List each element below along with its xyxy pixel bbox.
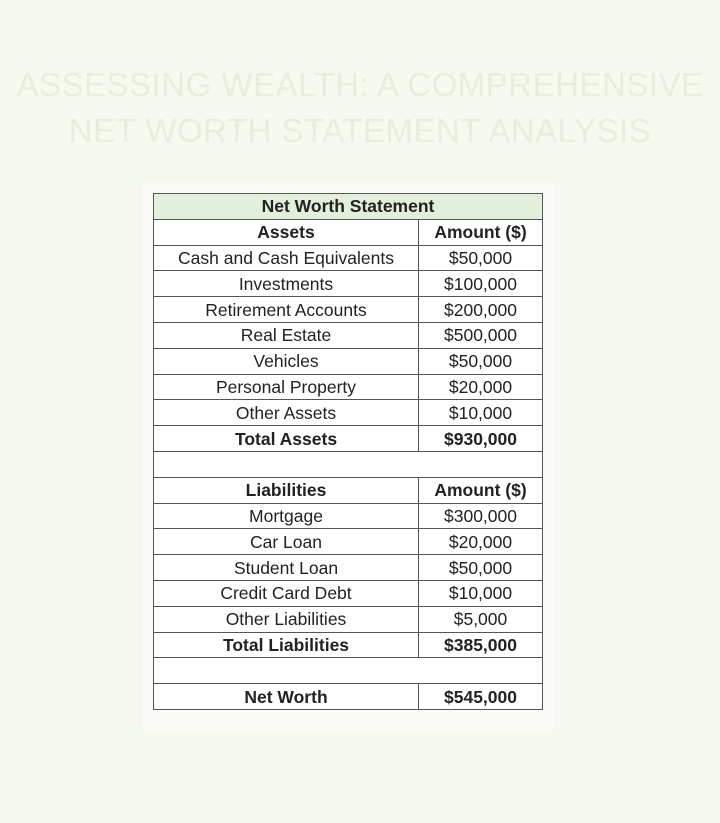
row-label: Student Loan (153, 554, 419, 581)
row-amount: $930,000 (418, 425, 543, 452)
row-amount: $50,000 (418, 554, 543, 581)
asset-row: Vehicles $50,000 (153, 347, 543, 375)
blank-cell (153, 450, 543, 478)
liabilities-header-row: Liabilities Amount ($) (153, 476, 543, 504)
row-label: Assets (153, 218, 419, 246)
row-label: Cash and Cash Equivalents (153, 244, 419, 272)
row-label: Net Worth (153, 683, 419, 710)
blank-row (153, 657, 543, 685)
row-amount: $300,000 (418, 502, 543, 530)
row-label: Total Liabilities (153, 631, 419, 659)
row-amount: Amount ($) (418, 218, 543, 246)
assets-header-row: Assets Amount ($) (153, 218, 543, 246)
row-amount: $50,000 (418, 244, 543, 272)
row-label: Vehicles (153, 347, 419, 375)
net-worth-row: Net Worth $545,000 (153, 683, 543, 710)
row-label: Investments (153, 270, 419, 298)
net-worth-table: Net Worth Statement Assets Amount ($) Cash… (153, 193, 543, 710)
liability-row: Other Liabilities $5,000 (153, 605, 543, 633)
row-label: Liabilities (153, 476, 419, 504)
row-amount: $10,000 (418, 399, 543, 427)
total-assets-row: Total Assets $930,000 (153, 425, 543, 452)
row-label: Personal Property (153, 373, 419, 401)
row-amount: $20,000 (418, 528, 543, 556)
asset-row: Personal Property $20,000 (153, 373, 543, 401)
title-line-2: NET WORTH STATEMENT ANALYSIS (68, 112, 652, 149)
asset-row: Retirement Accounts $200,000 (153, 296, 543, 323)
row-amount: $200,000 (418, 296, 543, 323)
asset-row: Other Assets $10,000 (153, 399, 543, 427)
blank-cell (153, 657, 543, 685)
row-amount: $385,000 (418, 631, 543, 659)
row-amount: $5,000 (418, 605, 543, 633)
row-amount: Amount ($) (418, 476, 543, 504)
blank-row (153, 450, 543, 478)
asset-row: Investments $100,000 (153, 270, 543, 298)
liability-row: Mortgage $300,000 (153, 502, 543, 530)
row-label: Real Estate (153, 321, 419, 349)
liability-row: Credit Card Debt $10,000 (153, 579, 543, 607)
liability-row: Student Loan $50,000 (153, 554, 543, 581)
total-liabilities-row: Total Liabilities $385,000 (153, 631, 543, 659)
asset-row: Cash and Cash Equivalents $50,000 (153, 244, 543, 272)
row-label: Car Loan (153, 528, 419, 556)
row-amount: $500,000 (418, 321, 543, 349)
asset-row: Real Estate $500,000 (153, 321, 543, 349)
row-label: Credit Card Debt (153, 579, 419, 607)
row-amount: $20,000 (418, 373, 543, 401)
liability-row: Car Loan $20,000 (153, 528, 543, 556)
row-amount: $50,000 (418, 347, 543, 375)
row-label: Other Liabilities (153, 605, 419, 633)
table-heading-row: Net Worth Statement (153, 193, 543, 220)
row-label: Retirement Accounts (153, 296, 419, 323)
title-line-1: ASSESSING WEALTH: A COMPREHENSIVE (16, 66, 704, 103)
page-title: ASSESSING WEALTH: A COMPREHENSIVE NET WO… (0, 62, 720, 154)
table-heading: Net Worth Statement (153, 193, 543, 220)
row-amount: $545,000 (418, 683, 543, 710)
row-label: Mortgage (153, 502, 419, 530)
row-label: Other Assets (153, 399, 419, 427)
row-amount: $100,000 (418, 270, 543, 298)
row-amount: $10,000 (418, 579, 543, 607)
row-label: Total Assets (153, 425, 419, 452)
